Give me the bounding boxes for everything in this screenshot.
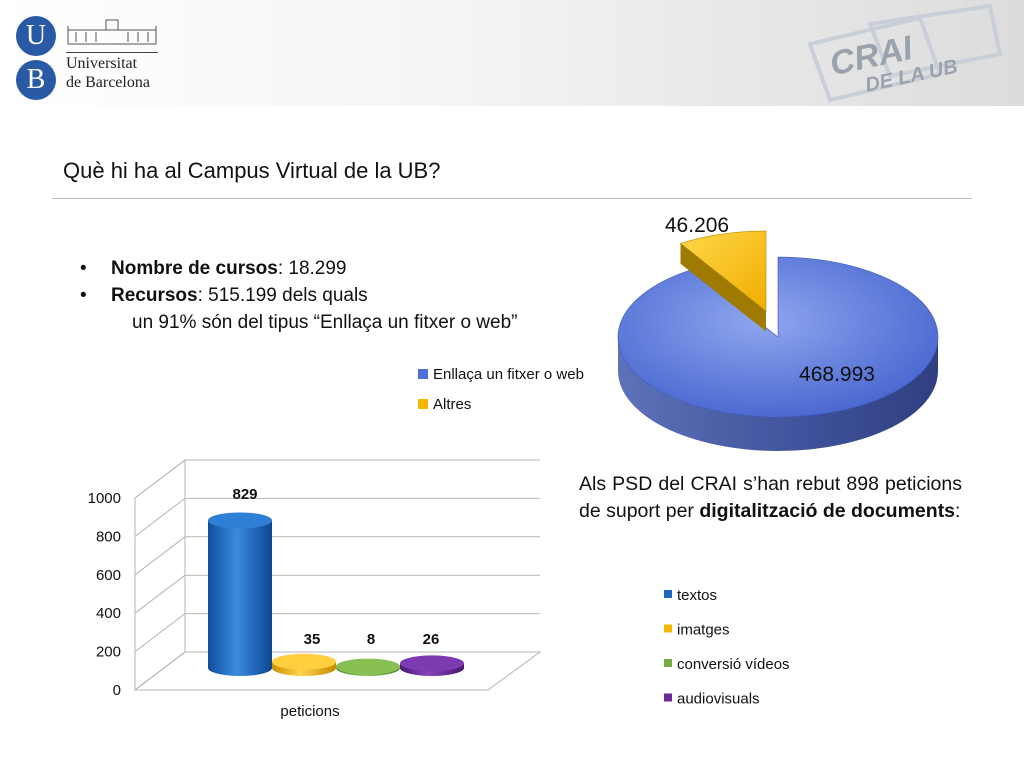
bar-legend-swatch — [664, 693, 672, 702]
bar-textos — [208, 520, 272, 676]
pie-legend-label: Altres — [433, 396, 471, 413]
logo-letter-b: B — [16, 60, 56, 100]
pie-slice-altres — [679, 230, 767, 312]
bullet-courses-label: Nombre de cursos — [111, 258, 278, 279]
bar-data-label: 26 — [423, 631, 440, 648]
y-tick-label: 400 — [96, 605, 121, 622]
bar-top-audiovisuals — [400, 655, 464, 672]
slide-title: Què hi ha al Campus Virtual de la UB? — [63, 158, 441, 183]
bullet-resources: • Recursos: 515.199 dels quals un 91% só… — [80, 282, 518, 336]
grid-line-side — [134, 459, 186, 499]
y-tick-label: 600 — [96, 567, 121, 584]
bullet-resources-label: Recursos — [111, 285, 198, 306]
pie-label-enllaca: 468.993 — [799, 363, 875, 386]
university-name: Universitat de Barcelona — [66, 54, 150, 92]
pie-slice-side-enllaca — [618, 337, 938, 451]
title-divider — [52, 198, 972, 199]
grid-line-side — [134, 536, 186, 576]
logo-divider — [66, 52, 158, 53]
bar-legend-label: audiovisuals — [677, 691, 760, 708]
university-name-line-2: de Barcelona — [66, 74, 150, 91]
bar-legend-swatch — [664, 624, 672, 633]
grid-line-side — [134, 613, 186, 652]
paragraph-tail: : — [955, 500, 961, 522]
y-tick-label: 200 — [96, 644, 121, 661]
pie-slice-side-altres — [680, 243, 766, 332]
bullet-marker: • — [80, 258, 87, 279]
bar-legend-label: textos — [677, 587, 717, 604]
pie-legend-swatch — [418, 369, 428, 379]
bullet-courses-value: : 18.299 — [277, 258, 347, 279]
building-icon — [67, 19, 157, 45]
bar-legend-label: imatges — [677, 622, 730, 639]
y-tick-label: 1000 — [88, 490, 121, 507]
pie-legend-swatch — [418, 399, 428, 409]
bar-top-conversió-vídeos — [336, 658, 400, 675]
pie-label-altres: 46.206 — [665, 214, 729, 237]
bar-data-label: 829 — [232, 486, 257, 503]
bar-top-textos — [208, 512, 272, 529]
bar-legend-label: conversió vídeos — [677, 656, 790, 673]
bar-floor — [133, 651, 542, 691]
bullet-courses: • Nombre de cursos: 18.299 — [80, 255, 518, 282]
grid-line-side — [134, 574, 186, 614]
bar-legend-swatch — [664, 590, 672, 598]
y-tick-label: 0 — [113, 682, 121, 699]
bullet-list: • Nombre de cursos: 18.299 • Recursos: 5… — [80, 255, 518, 336]
pie-slice-enllaca — [617, 256, 939, 418]
bullet-resources-continuation: un 91% són del tipus “Enllaça un fitxer … — [132, 312, 518, 333]
bar-legend-swatch — [664, 659, 672, 667]
grid-line-side — [134, 651, 186, 691]
support-requests-text: Als PSD del CRAI s’han rebut 898 peticio… — [579, 471, 962, 525]
bar-side-wall — [134, 458, 186, 692]
bar-top-imatges — [272, 653, 336, 670]
bar-data-label: 35 — [304, 631, 321, 648]
logo-letter-u: U — [16, 16, 56, 56]
pie-legend-label: Enllaça un fitxer o web — [433, 366, 584, 383]
university-name-line-1: Universitat — [66, 55, 138, 72]
crai-logo: CRAI DE LA UB — [807, 4, 1003, 103]
header-banner: U B Universitat de Barcelona CRAI DE LA … — [0, 0, 1024, 106]
y-tick-label: 800 — [96, 528, 121, 545]
university-logo: U B Universitat de Barcelona — [14, 10, 164, 100]
bullet-marker: • — [80, 285, 87, 306]
bar-data-label: 8 — [367, 631, 375, 648]
bullet-resources-value: : 515.199 dels quals — [197, 285, 368, 306]
grid-line-side — [134, 498, 186, 537]
x-category-label: peticions — [280, 703, 339, 720]
paragraph-bold: digitalització de documents — [699, 500, 956, 522]
paragraph-text: Als PSD del CRAI s’han rebut 898 peticio… — [579, 473, 962, 522]
